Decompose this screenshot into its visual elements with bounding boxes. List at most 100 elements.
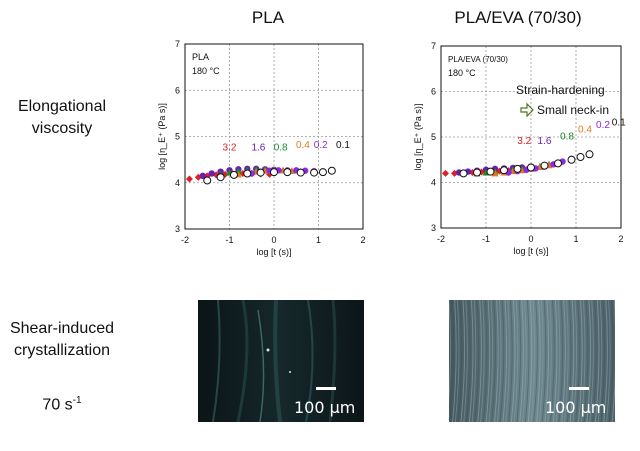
x-tick-label: 1: [573, 234, 578, 244]
row-label-elongational-line1: Elongational: [17, 98, 107, 115]
texture-stripe: [578, 300, 583, 422]
x-axis-label: log [t (s)]: [513, 246, 548, 256]
row-label-elongational-line2: viscosity: [31, 120, 93, 137]
row-label-shear: Shear-induced crystallization: [0, 318, 124, 362]
data-point: [310, 168, 319, 177]
x-tick-label: -2: [181, 235, 189, 245]
y-tick-label: 6: [431, 87, 436, 97]
series-label: 0.4: [578, 124, 592, 135]
data-point: [491, 169, 499, 177]
x-tick-label: -1: [225, 235, 233, 245]
texture-stripe: [494, 300, 499, 422]
data-point: [199, 172, 206, 180]
data-point: [283, 168, 292, 177]
data-point: [442, 169, 449, 177]
series-label: 0.2: [596, 120, 610, 131]
texture-stripe: [516, 300, 522, 422]
texture-stripe: [606, 300, 611, 422]
row-label-elongational: Elongational viscosity: [0, 96, 124, 140]
texture-stripe: [457, 300, 463, 422]
series-label: 3.2: [223, 142, 237, 153]
texture-stripe: [522, 300, 527, 422]
texture-stripe: [488, 300, 494, 422]
y-tick-label: 5: [431, 132, 436, 142]
texture-stripe: [452, 300, 457, 422]
texture-stripe: [580, 300, 586, 422]
scale-label-pla: 100 μm: [294, 398, 356, 417]
texture-stripe: [575, 300, 580, 422]
y-tick-label: 3: [431, 223, 436, 233]
plot-frame: [440, 45, 622, 229]
texture-stripe: [608, 300, 614, 422]
series-label: 0.1: [336, 140, 350, 151]
data-point: [296, 168, 305, 177]
y-tick-label: 5: [175, 132, 180, 142]
series-label: 3.2: [517, 136, 531, 147]
texture-stripe: [611, 300, 615, 422]
texture-stripe: [586, 300, 592, 422]
texture-stripe: [538, 300, 544, 422]
data-point: [540, 161, 549, 170]
data-point: [486, 167, 495, 176]
annotation-small-neck-in: Small neck-in: [537, 103, 609, 117]
column-title-pla: PLA: [251, 8, 285, 27]
texture-stripe: [463, 300, 468, 422]
texture-stripe: [491, 300, 496, 422]
x-tick-label: -1: [482, 234, 490, 244]
series-label: 0.1: [612, 118, 626, 129]
texture-stripe: [555, 300, 561, 422]
data-point: [500, 166, 508, 175]
plot-frame: [184, 43, 364, 230]
texture-stripe: [482, 300, 488, 422]
annotation-strain-hardening: Strain-hardening: [516, 83, 605, 97]
texture-stripe: [572, 300, 578, 422]
texture-stripe: [541, 300, 547, 422]
texture-stripe: [592, 300, 597, 422]
data-point: [185, 175, 193, 183]
data-point: [327, 166, 336, 175]
data-point: [256, 168, 265, 177]
x-tick-label: -2: [437, 234, 445, 244]
column-title-pla-eva: PLA/EVA (70/30): [454, 8, 582, 27]
texture-stripe: [449, 300, 452, 405]
data-point: [216, 173, 225, 182]
annotation-material: PLA: [192, 52, 209, 62]
texture-stripe: [474, 300, 480, 422]
data-point: [585, 150, 594, 159]
texture-stripe: [510, 300, 516, 422]
texture-stripe: [499, 300, 505, 422]
annotation-temperature: 180 °C: [448, 68, 476, 78]
texture-stripe: [508, 300, 513, 422]
data-point: [194, 173, 202, 181]
data-point: [208, 170, 215, 177]
texture-stripe: [468, 300, 474, 422]
series-label: 0.2: [314, 140, 328, 151]
annotation-temperature: 180 °C: [192, 66, 220, 76]
shear-rate-exponent: -1: [72, 395, 82, 406]
series-label: 0.8: [274, 142, 288, 153]
chart-pla: -2 -1 0 1 2 3 4 5 6 7 log [t (s)] log [η_E⁺ (Pa s)]…: [157, 39, 366, 257]
y-tick-label: 4: [175, 178, 180, 188]
data-point: [527, 163, 535, 172]
chart-pla-plot: -2 -1 0 1 2 3 4 5 6 7 log [t (s)] log [η_E⁺ (Pa s)]…: [157, 39, 366, 257]
x-tick-label: 0: [528, 234, 533, 244]
data-point: [270, 168, 278, 177]
texture-stripe: [594, 300, 600, 422]
y-tick-label: 6: [175, 85, 180, 95]
series-label: 1.6: [251, 142, 265, 153]
texture-stripe: [519, 300, 524, 422]
data-point: [229, 170, 238, 179]
series-label: 0.4: [296, 140, 310, 151]
texture-stripe: [533, 300, 538, 422]
texture-stripe: [527, 300, 533, 422]
y-tick-label: 3: [175, 224, 180, 234]
data-point: [239, 170, 247, 177]
data-point: [554, 159, 562, 168]
texture-stripe: [505, 300, 510, 422]
texture-stripe: [597, 300, 603, 422]
texture-stripe: [561, 300, 566, 422]
texture-stripe: [449, 300, 454, 422]
texture-stripe: [466, 300, 471, 422]
series-label: 0.8: [560, 131, 574, 142]
texture-stripe: [485, 300, 491, 422]
